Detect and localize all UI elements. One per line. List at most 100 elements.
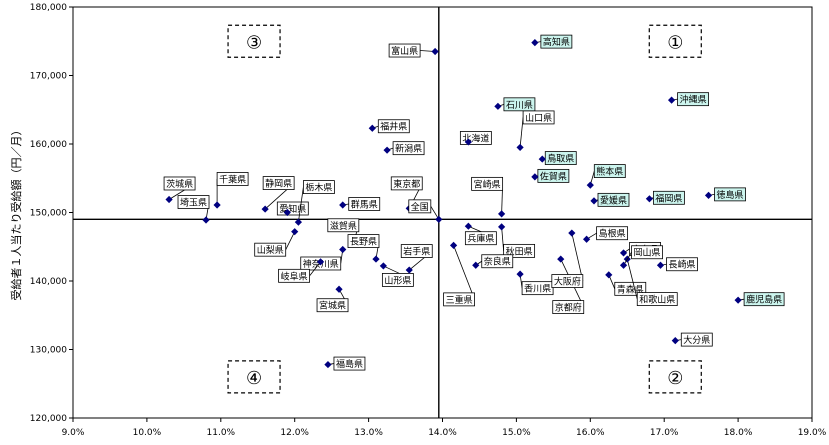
data-point [656,261,665,269]
quadrant-box [648,24,702,58]
data-point [335,285,343,293]
label-box [408,199,432,214]
data-point [213,201,221,209]
x-tick-label: 11.0% [207,428,236,438]
point-label: 鹿児島県 [746,294,782,306]
y-axis-title: 受給者１人当たり受給額（円／月） [9,125,23,301]
point-label: 高知県 [543,36,570,48]
point-label: 奈良県 [484,256,511,268]
point-label: 愛知県 [279,203,306,215]
label-box [177,195,210,209]
label-box [464,231,497,246]
data-point [435,215,443,223]
quadrant-box [648,360,702,394]
point-label: 宮崎県 [474,178,501,190]
y-tick-label: 120,000 [30,414,67,424]
data-point [372,255,380,263]
label-box [631,245,663,260]
x-tick-label: 19.0% [798,428,827,438]
quadrant-label: ① [667,32,683,53]
label-box [636,292,678,306]
point-label: 東京都 [393,178,420,190]
x-tick-label: 13.0% [354,428,383,438]
data-point [538,155,546,163]
label-box [278,268,310,283]
point-label: 佐賀県 [540,170,567,182]
point-label: 石川県 [506,100,533,111]
point-label: 富山県 [391,45,418,57]
data-point [431,47,439,56]
point-label: 静岡県 [265,178,292,190]
label-box [503,97,536,112]
data-point [531,173,539,181]
quadrant-box [227,360,281,394]
label-box [392,141,425,156]
point-label: 岡山県 [634,248,661,259]
point-label: 香川県 [524,284,551,295]
data-point [619,249,628,257]
label-box [522,110,555,125]
label-box [714,187,746,202]
data-point [464,138,472,146]
point-label: 福井県 [380,121,407,133]
data-point [494,102,502,110]
label-box [302,180,335,194]
point-label: 島根県 [599,228,626,240]
x-tick-label: 9.0% [62,428,85,438]
point-label: 滋賀県 [330,220,357,232]
data-point [449,241,458,249]
y-tick-label: 170,000 [30,72,67,82]
data-point [605,271,613,279]
data-point [531,39,539,47]
y-tick-label: 140,000 [30,277,67,287]
leader-line [285,231,296,250]
data-point [671,336,679,345]
data-point [568,229,576,237]
point-label: 鳥取県 [547,153,574,165]
x-tick-label: 18.0% [724,428,753,438]
data-point [498,223,506,231]
data-point [291,228,299,236]
label-box [400,244,433,258]
x-tick-label: 14.0% [428,428,457,438]
point-label: 沖縄県 [680,94,707,106]
point-label: 茨城県 [166,178,193,190]
data-point [619,261,628,269]
label-box [552,300,585,314]
leader-line [453,245,475,300]
label-box [443,292,475,307]
label-box [333,356,366,371]
label-box [677,92,709,107]
label-box [348,197,381,211]
label-box [537,168,570,183]
label-box [680,332,713,347]
plot-area [72,6,813,419]
data-point [464,222,472,230]
point-label: 徳島県 [717,189,744,201]
label-box [614,281,647,296]
x-tick-label: 10.0% [133,428,162,438]
data-point [586,181,594,189]
point-label: 栃木県 [305,182,332,194]
label-box [316,298,349,313]
point-label: 愛媛県 [600,194,627,206]
data-point [339,245,347,254]
data-point [339,201,347,209]
data-point [516,143,524,152]
data-point [202,216,210,224]
leader-line [571,232,584,282]
point-label: 長野県 [350,237,377,248]
y-tick-label: 160,000 [30,140,67,150]
data-point [516,270,524,278]
data-point [379,262,387,270]
label-box [262,176,295,190]
label-box [347,234,380,248]
data-point [324,360,332,369]
quadrant-box [227,24,281,58]
point-label: 岐阜県 [281,270,308,282]
label-box [381,273,414,287]
data-point [316,258,325,266]
x-tick-label: 15.0% [502,428,531,438]
label-box [593,164,626,179]
